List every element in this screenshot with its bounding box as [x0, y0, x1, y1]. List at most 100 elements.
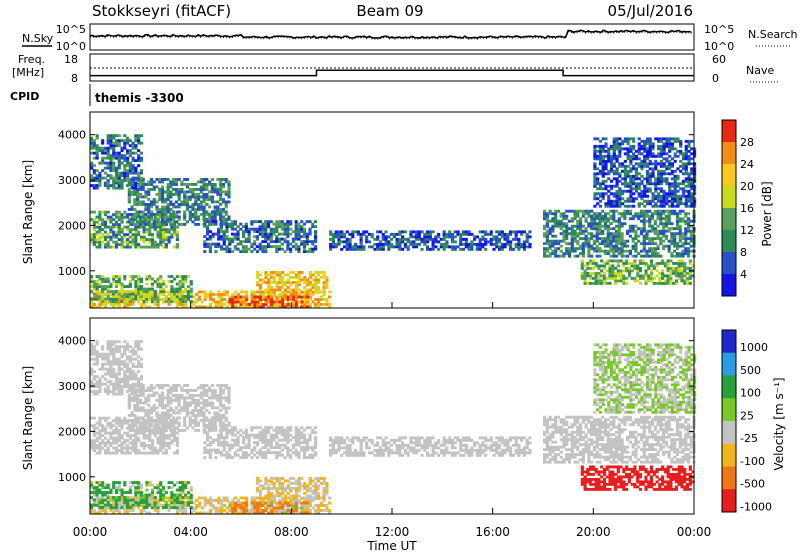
power-cell [90, 179, 94, 183]
velocity-cell [289, 499, 293, 502]
power-cell [376, 245, 380, 249]
power-cell [662, 197, 666, 201]
power-cell [598, 157, 603, 161]
power-cell [495, 240, 499, 244]
velocity-cell [175, 488, 179, 492]
power-cell [131, 243, 135, 247]
power-cell [174, 215, 178, 219]
power-cell [662, 142, 666, 146]
power-cell [629, 157, 633, 161]
power-cell [662, 164, 666, 168]
power-cell [125, 285, 130, 288]
power-cell [684, 239, 688, 243]
power-cell [620, 244, 624, 248]
power-cell [314, 278, 318, 282]
power-cell [117, 300, 121, 304]
power-cell [174, 178, 178, 181]
power-cell [670, 144, 675, 148]
velocity-cell [120, 491, 124, 494]
velocity-cell [123, 504, 127, 507]
velocity-cell [159, 496, 163, 499]
power-cell [144, 205, 148, 209]
velocity-cell [128, 498, 132, 502]
power-cell [206, 230, 210, 234]
power-cell [596, 182, 600, 186]
power-cell [634, 214, 638, 218]
power-cell [114, 186, 119, 190]
power-cell [261, 225, 265, 229]
power-cell [591, 266, 595, 270]
velocity-cell [303, 504, 307, 507]
power-cell [640, 152, 644, 156]
power-cell [311, 242, 315, 246]
power-cell [543, 247, 547, 251]
power-cell [657, 137, 661, 141]
power-cell [664, 217, 668, 221]
power-cell [619, 259, 623, 263]
power-cell [289, 288, 293, 292]
power-cell [348, 240, 352, 244]
power-cell [603, 217, 608, 221]
power-cell [548, 232, 552, 236]
power-cell [305, 250, 309, 254]
power-cell [163, 197, 167, 201]
power-cell [219, 245, 224, 249]
power-cell [158, 222, 162, 226]
power-cell [645, 254, 649, 258]
velocity-cell [145, 488, 149, 492]
velocity-cell [267, 499, 271, 502]
power-cell [620, 232, 624, 236]
power-cell [637, 187, 641, 191]
power-cell [623, 189, 627, 193]
power-cell [619, 269, 623, 273]
power-cell [194, 192, 198, 196]
power-cell [101, 176, 105, 180]
power-cell [269, 295, 274, 299]
power-cell [224, 180, 228, 184]
power-cell [464, 240, 468, 244]
power-cell [680, 274, 684, 278]
power-cell [500, 242, 504, 246]
velocity-cell [231, 499, 235, 502]
power-cell [264, 250, 268, 254]
velocity-cell [239, 509, 243, 512]
power-cell [136, 222, 140, 226]
power-cell [90, 238, 94, 242]
velocity-cell [106, 493, 110, 497]
velocity-cell [156, 488, 160, 492]
velocity-cell [106, 483, 110, 487]
power-cell [657, 174, 661, 178]
velocity-cell [134, 493, 138, 497]
power-cell [684, 194, 688, 198]
power-cell [589, 281, 593, 285]
power-cell [300, 303, 304, 306]
power-cell [689, 237, 693, 241]
power-cell [673, 244, 677, 248]
power-cell [219, 227, 224, 231]
velocity-cell [90, 486, 94, 489]
power-cell [281, 285, 285, 289]
velocity-cell [123, 501, 127, 504]
power-cell [659, 159, 663, 163]
power-cell [649, 269, 654, 273]
power-cell [185, 197, 190, 201]
power-cell [658, 279, 662, 283]
velocity-cell [281, 504, 285, 507]
power-cell [294, 237, 298, 241]
power-cell [615, 154, 619, 158]
power-cell [387, 245, 391, 249]
velocity-cell [261, 504, 265, 507]
power-cell [136, 192, 140, 196]
power-cell [155, 192, 159, 196]
power-cell [666, 264, 670, 268]
power-cell [114, 154, 119, 158]
power-cell [692, 187, 697, 191]
power-cell [665, 142, 669, 146]
power-cell [650, 227, 655, 231]
power-cell [172, 183, 176, 186]
power-cell [668, 162, 672, 166]
power-cell [570, 209, 574, 213]
power-cell [495, 245, 499, 249]
power-cell [95, 144, 99, 148]
power-cell [109, 297, 113, 301]
